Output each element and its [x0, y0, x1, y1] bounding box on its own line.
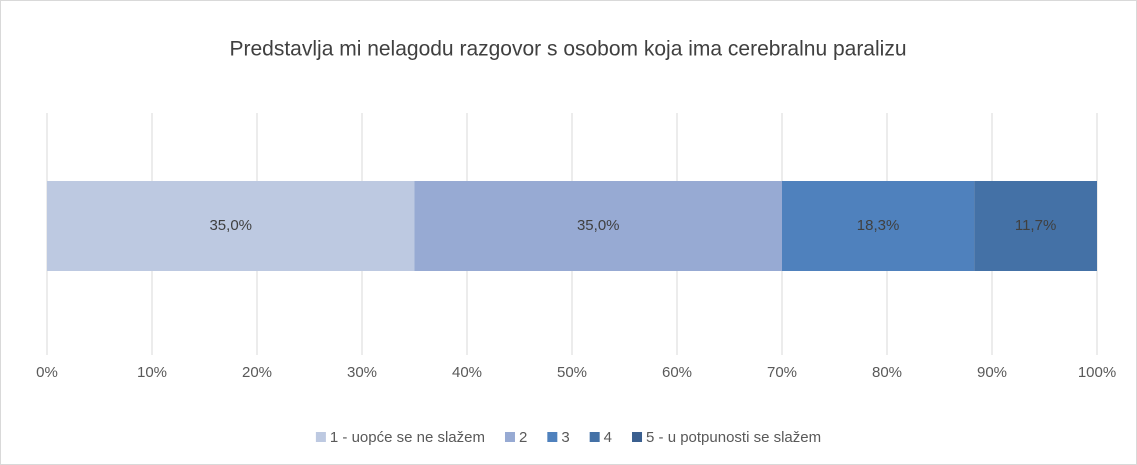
legend-label: 3 — [561, 429, 569, 446]
x-tick-label: 60% — [662, 364, 692, 381]
data-label: 35,0% — [577, 217, 620, 234]
chart-title: Predstavlja mi nelagodu razgovor s osobo… — [229, 38, 906, 61]
bar-segment — [47, 181, 415, 271]
legend-swatch — [504, 432, 515, 442]
legend-swatch — [547, 432, 558, 442]
legend-swatch — [589, 432, 600, 442]
x-tick-label: 0% — [36, 364, 58, 381]
legend-swatch — [315, 432, 326, 442]
legend-label: 1 - uopće se ne slažem — [330, 429, 485, 446]
legend-swatch — [632, 432, 643, 442]
x-tick-label: 100% — [1078, 364, 1116, 381]
x-tick-label: 90% — [977, 364, 1007, 381]
bar-segment — [974, 181, 1097, 271]
x-tick-label: 40% — [452, 364, 482, 381]
data-label: 35,0% — [209, 217, 252, 234]
x-tick-label: 80% — [872, 364, 902, 381]
legend-label: 2 — [519, 429, 527, 446]
x-tick-label: 20% — [242, 364, 272, 381]
bar-segment — [782, 181, 975, 271]
x-tick-label: 10% — [137, 364, 167, 381]
bar-segment — [414, 181, 782, 271]
data-label: 18,3% — [857, 217, 900, 234]
x-tick-label: 30% — [347, 364, 377, 381]
data-label: 11,7% — [1015, 217, 1056, 234]
legend-label: 5 - u potpunosti se slažem — [646, 429, 821, 446]
legend-label: 4 — [604, 429, 612, 446]
x-tick-label: 70% — [767, 364, 797, 381]
x-tick-label: 50% — [557, 364, 587, 381]
